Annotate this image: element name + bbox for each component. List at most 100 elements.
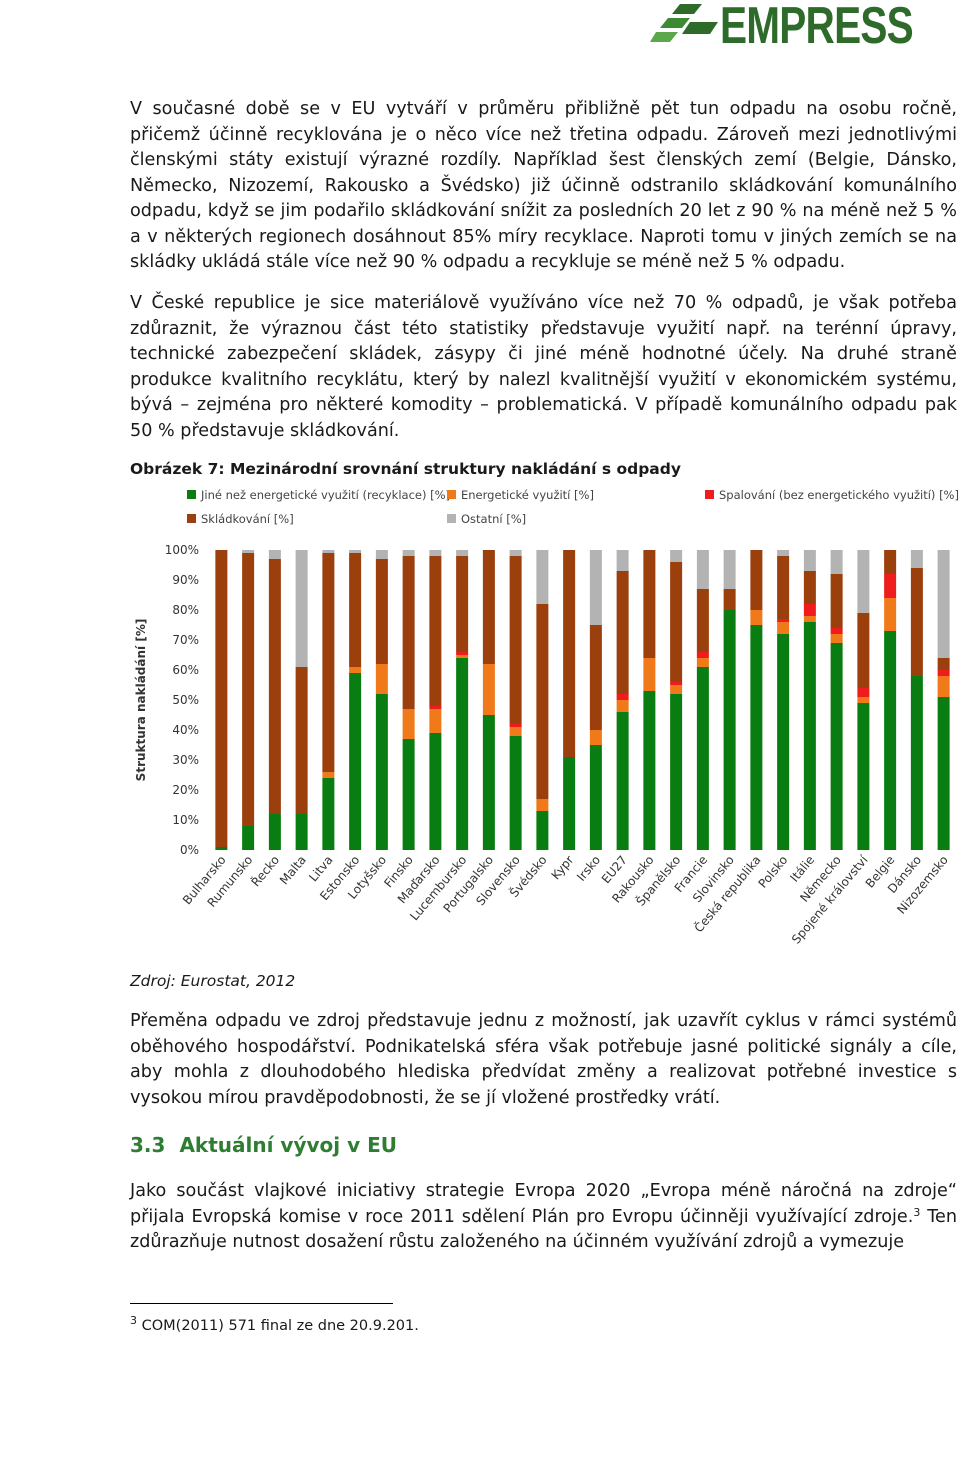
x-tick-label: Polsko [756,853,791,891]
bar-segment [563,757,576,850]
y-axis-label: Struktura nakládání [%] [134,619,148,782]
x-tick-label: Irsko [574,853,603,884]
bar-segment [830,643,843,850]
bar-segment [402,550,415,556]
bar-segment [322,778,335,850]
bar-segment [616,694,629,700]
logo-mark-icon [650,4,718,42]
bar-segment [536,799,549,811]
bar-segment [830,628,843,634]
bar-segment [215,550,228,847]
section-title: Aktuální vývoj v EU [179,1133,397,1157]
bar-segment [803,604,816,616]
bar-segment [322,553,335,772]
bar-segment [429,709,442,733]
y-tick-label: 70% [172,633,199,647]
legend-swatch [447,514,456,523]
bar-segment [375,550,388,559]
bar-segment [723,550,736,589]
bar-segment [670,550,683,562]
bar-segment [268,814,281,850]
paragraph-czech-republic: V České republice je sice materiálově vy… [130,293,957,441]
y-tick-label: 30% [172,753,199,767]
bar-segment [456,550,469,556]
bar-segment [670,694,683,850]
bar-segment [509,724,522,727]
bar-segment [242,826,255,850]
bar-segment [375,664,388,694]
bar-segment [777,556,790,619]
empress-logo: EMPRESS [650,0,950,55]
bar-segment [402,556,415,709]
paragraph-eu-development: Jako součást vlajkové iniciativy strateg… [130,1179,957,1256]
y-tick-label: 0% [180,843,199,857]
bar-segment [830,574,843,628]
bar-segment [777,619,790,622]
bar-segment [750,625,763,850]
bar-segment [937,676,950,697]
bar-segment [509,727,522,736]
bar-segment [884,574,897,598]
section-heading: 3.3 Aktuální vývoj v EU [130,1133,397,1157]
paragraph4-text: Jako součást vlajkové iniciativy strateg… [130,1181,957,1227]
bar-segment [670,682,683,685]
bar-segment [242,553,255,826]
figure-source: Zdroj: Eurostat, 2012 [130,972,296,990]
bar-segment [429,550,442,556]
x-tick-label: Malta [277,853,309,887]
legend-label: Skládkování [%] [201,512,294,526]
footnote: 3 COM(2011) 571 final ze dne 20.9.201. [130,1315,419,1334]
bar-segment [937,670,950,676]
bar-segment [884,550,897,574]
legend-swatch [447,490,456,499]
bar-segment [857,697,870,703]
bar-segment [884,631,897,850]
brand-name: EMPRESS [720,0,914,55]
bar-segment [456,652,469,655]
bar-segment [482,550,495,664]
bar-segment [884,598,897,631]
bar-segment [402,709,415,739]
bar-segment [616,550,629,571]
y-tick-label: 20% [172,783,199,797]
bar-segment [696,589,709,652]
footnote-text: COM(2011) 571 final ze dne 20.9.201. [137,1318,419,1334]
bar-segment [589,625,602,730]
bar-segment [375,559,388,664]
bar-segment [803,616,816,622]
section-number: 3.3 [130,1133,166,1157]
bar-segment [536,550,549,604]
x-tick-label: Řecko [248,852,282,889]
y-tick-label: 10% [172,813,199,827]
bar-segment [456,556,469,652]
legend-label: Spalování (bez energetického využití) [%… [719,488,959,502]
footnote-mark: 3 [130,1314,137,1327]
bar-segment [803,571,816,604]
bar-segment [777,634,790,850]
bar-segment [723,589,736,610]
bar-segment [937,697,950,850]
bar-segment [696,550,709,589]
bar-segment [803,550,816,571]
bar-segment [910,550,923,568]
legend-swatch [705,490,714,499]
bar-segment [616,571,629,694]
y-tick-label: 90% [172,573,199,587]
waste-treatment-chart: Jiné než energetické využití (recyklace)… [125,483,960,953]
bar-segment [937,658,950,670]
bar-segment [482,715,495,850]
bar-segment [750,550,763,610]
legend-swatch [187,514,196,523]
bar-segment [910,676,923,850]
bar-segment [322,550,335,553]
y-tick-label: 50% [172,693,199,707]
bar-segment [349,667,362,673]
bar-segment [295,814,308,850]
bar-segment [375,694,388,850]
bar-segment [696,667,709,850]
bar-segment [670,685,683,694]
bar-segment [777,550,790,556]
bar-segment [589,730,602,745]
figure-caption: Obrázek 7: Mezinárodní srovnání struktur… [130,460,681,478]
y-tick-label: 40% [172,723,199,737]
